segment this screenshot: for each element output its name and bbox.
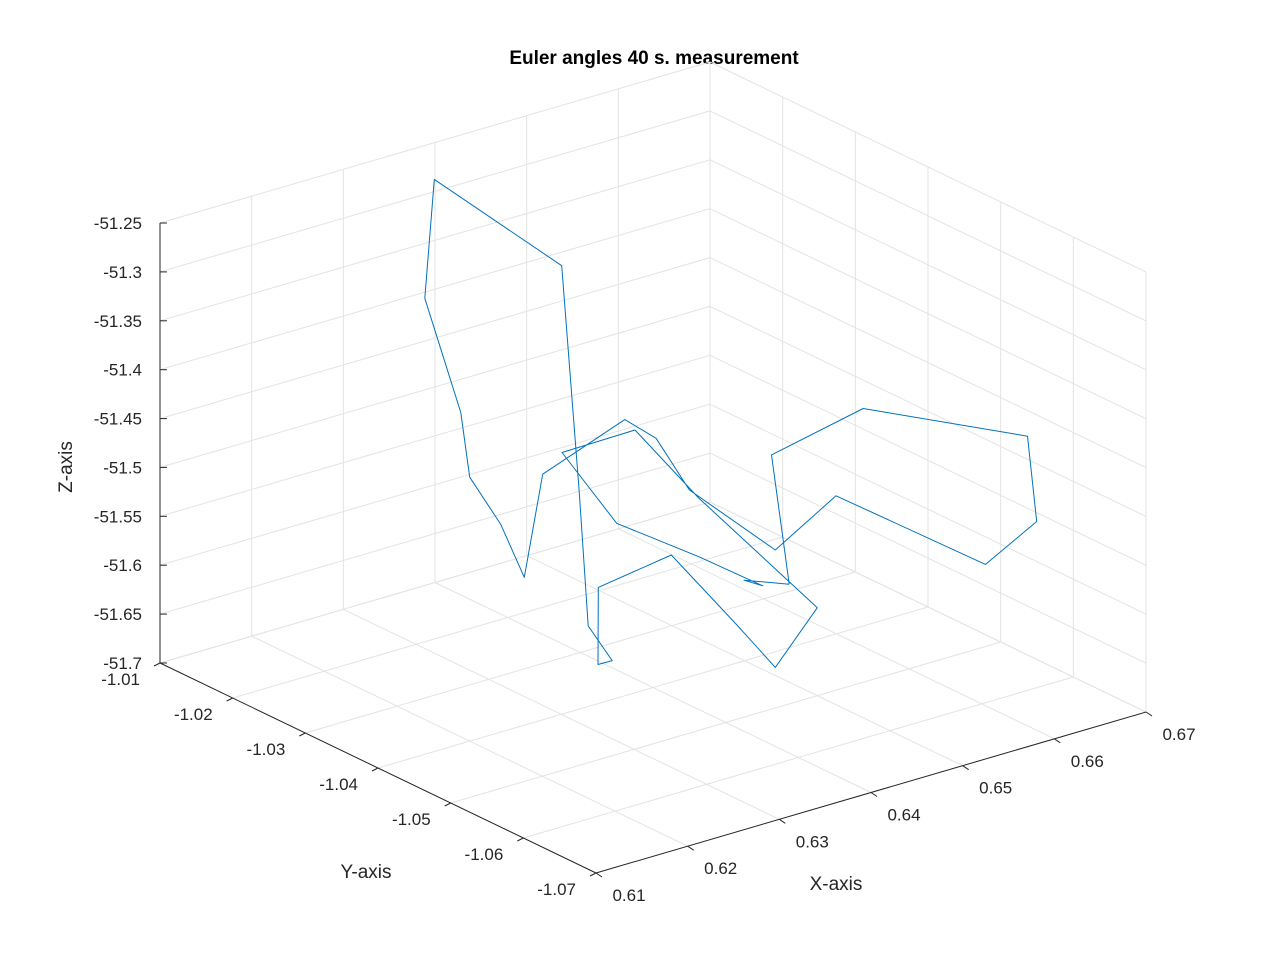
z-tick-label: -51.5 — [103, 458, 142, 477]
gridline-y-floor — [523, 676, 1074, 839]
gridline-z-right-wall — [709, 208, 1147, 420]
y-tick-mark — [153, 662, 161, 667]
z-tick-label: -51.65 — [94, 605, 142, 624]
gridline-z-left-wall — [159, 159, 711, 322]
y-tick-label: -1.03 — [247, 740, 286, 759]
z-tick-label: -51.55 — [94, 507, 142, 526]
grid-lines — [159, 61, 1147, 874]
x-tick-mark — [779, 818, 786, 824]
gridline-z-left-wall — [159, 61, 711, 224]
x-tick-label: 0.64 — [887, 806, 920, 825]
x-tick-mark — [1054, 738, 1061, 744]
y-tick-mark — [589, 872, 597, 877]
y-tick-label: -1.02 — [174, 705, 213, 724]
x-tick-label: 0.66 — [1071, 752, 1104, 771]
x-axis-label: X-axis — [810, 874, 863, 895]
gridline-z-right-wall — [709, 159, 1147, 371]
gridline-z-right-wall — [709, 61, 1147, 273]
gridline-y-floor — [232, 536, 783, 699]
y-tick-mark — [299, 732, 306, 737]
gridline-z-right-wall — [709, 110, 1147, 322]
gridline-z-right-wall — [709, 452, 1147, 664]
x-tick-mark — [870, 792, 878, 797]
y-tick-label: -1.01 — [101, 670, 140, 689]
x-tick-mark — [1145, 711, 1153, 717]
y-axis-label: Y-axis — [340, 862, 391, 883]
x-tick-label: 0.63 — [796, 832, 829, 851]
gridline-z-left-wall — [159, 354, 711, 517]
z-tick-label: -51.25 — [94, 214, 142, 233]
gridline-z-left-wall — [159, 257, 711, 420]
y-tick-mark — [444, 802, 451, 807]
x-tick-mark — [687, 845, 694, 851]
gridline-z-left-wall — [159, 208, 711, 371]
x-tick-mark — [962, 765, 969, 771]
z-tick-label: -51.45 — [94, 410, 142, 429]
tick-labels: 0.61 0.62 0.63 0.64 0.65 0.66 0.67 -1.01 -1.02 -1… — [94, 214, 1196, 905]
x-tick-label: 0.61 — [612, 886, 645, 905]
y-tick-label: -1.04 — [319, 775, 358, 794]
gridline-z-left-wall — [159, 305, 711, 468]
y-tick-label: -1.06 — [465, 845, 504, 864]
gridline-z-right-wall — [709, 305, 1147, 517]
y-tick-label: -1.05 — [392, 810, 431, 829]
z-tick-label: -51.35 — [94, 312, 142, 331]
z-tick-label: -51.4 — [103, 361, 142, 380]
z-tick-label: -51.3 — [103, 263, 142, 282]
y-tick-mark — [517, 837, 524, 842]
gridline-y-floor — [450, 641, 1001, 804]
x-tick-mark — [595, 872, 603, 878]
gridline-y-floor — [305, 571, 856, 734]
z-tick-label: -51.7 — [103, 654, 142, 673]
gridline-z-right-wall — [709, 403, 1147, 615]
x-tick-label: 0.65 — [979, 779, 1012, 798]
y-tick-label: -1.07 — [537, 880, 576, 899]
z-tick-label: -51.6 — [103, 556, 142, 575]
y-tick-mark — [371, 767, 379, 772]
x-tick-label: 0.67 — [1162, 725, 1195, 744]
y-tick-mark — [226, 697, 233, 702]
gridline-z-left-wall — [159, 110, 711, 273]
x-tick-label: 0.62 — [704, 859, 737, 878]
gridline-z-right-wall — [709, 354, 1147, 566]
series-line — [424, 178, 1038, 668]
gridline-z-right-wall — [709, 257, 1147, 469]
gridline-y-floor — [377, 606, 929, 769]
gridline-z-left-wall — [159, 403, 711, 566]
z-axis-label: Z-axis — [56, 441, 77, 493]
chart-title: Euler angles 40 s. measurement — [509, 48, 799, 69]
plot-area — [424, 178, 1038, 668]
gridline-z-left-wall — [159, 501, 711, 664]
axis-lines — [153, 222, 1153, 878]
gridline-z-left-wall — [159, 452, 711, 615]
